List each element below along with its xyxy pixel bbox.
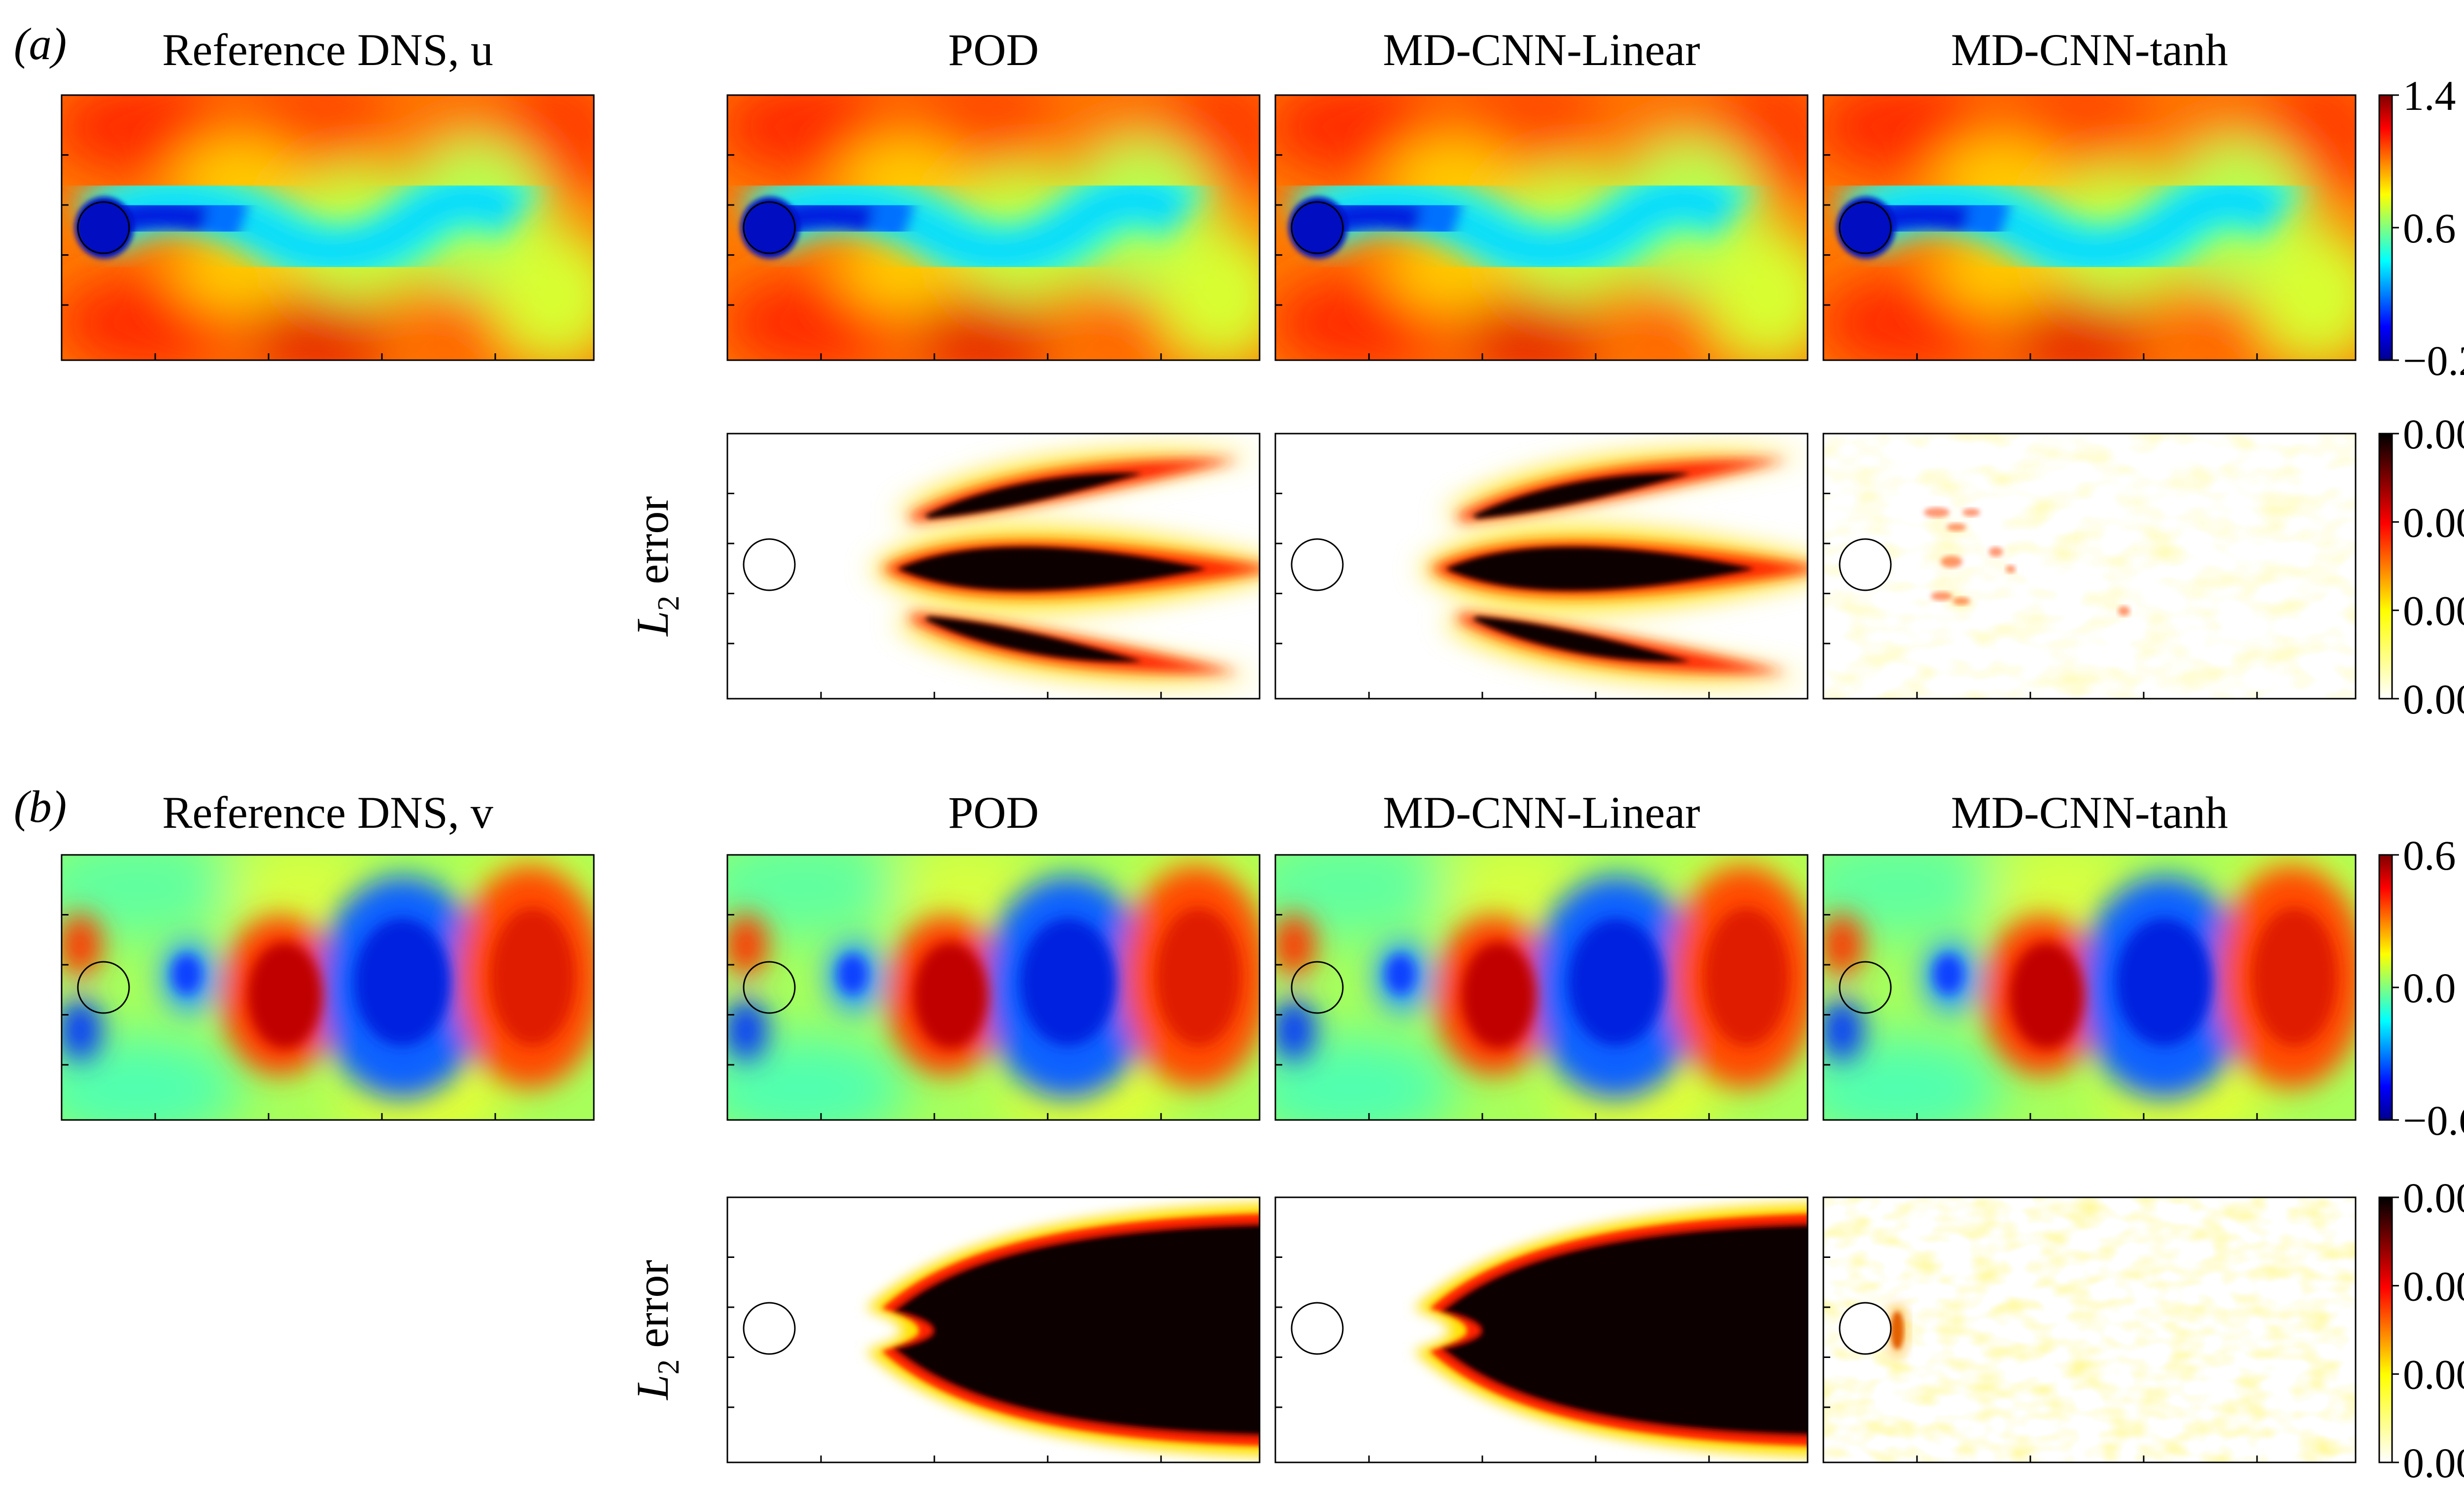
colorbar-gradient (2378, 433, 2393, 700)
error-map (726, 1196, 1261, 1463)
axes-frame (1822, 1196, 2357, 1463)
field-map (1222, 42, 1861, 413)
error-spot (1931, 592, 1952, 601)
field-title: MD-CNN-tanh (1951, 25, 2228, 75)
panel-a: (a) Reference DNS, u POD MD-CNN-Linear MD-CN… (8, 19, 2464, 723)
field-map (1770, 42, 2409, 413)
cylinder-marker (1839, 201, 1892, 254)
colorbar-tick-label: 0.003 (2403, 1174, 2464, 1221)
field-title: MD-CNN-Linear (1383, 787, 1700, 838)
colorbar-tick-label: −0.6 (2403, 1097, 2464, 1144)
field-image (1770, 802, 2409, 1173)
colorbar-tick-label: 0.003 (2403, 410, 2464, 458)
field-title: Reference DNS, v (162, 787, 493, 838)
field-map (8, 42, 647, 413)
axes-frame (61, 854, 595, 1121)
cylinder-marker (77, 961, 130, 1014)
error-colorbar: 0.003 0.002 0.001 0.000 (2378, 410, 2464, 723)
panel-b: (b) Reference DNS, v POD MD-CNN-Linear MD-CN… (8, 781, 2464, 1487)
colorbar-tick-label: 0.001 (2403, 587, 2464, 635)
field-title: POD (948, 787, 1039, 838)
error-map (1274, 1196, 1809, 1463)
field-image (8, 802, 647, 1173)
axes-frame (1274, 94, 1809, 361)
error-ylabel: L2 error (627, 496, 685, 637)
field-title: Reference DNS, u (162, 25, 493, 75)
cylinder-marker (743, 201, 796, 254)
colorbar-tick-label: 0.6 (2403, 204, 2456, 252)
field-title: MD-CNN-Linear (1383, 25, 1700, 75)
axes-frame (1274, 1196, 1809, 1463)
error-spot (1886, 1303, 1908, 1357)
field-colorbar: 0.6 0.0 −0.6 (2378, 832, 2464, 1144)
error-spot (1947, 523, 1966, 531)
error-noise (1823, 1197, 2356, 1462)
field-image (1770, 42, 2409, 413)
field-map (8, 802, 647, 1173)
axes-frame (726, 1196, 1261, 1463)
field-colorbar: 1.4 0.6 −0.2 (2378, 72, 2464, 384)
cylinder-marker (1291, 538, 1344, 591)
axes-frame (1274, 433, 1809, 700)
axes-frame (726, 433, 1261, 700)
cylinder-marker (77, 201, 130, 254)
field-map (674, 42, 1313, 413)
error-spot (2006, 565, 2016, 573)
colorbar-tick-label: 0.000 (2403, 1439, 2464, 1487)
axes-frame (726, 854, 1261, 1121)
colorbar-tick-label: 0.002 (2403, 499, 2464, 546)
cylinder-marker (1839, 961, 1892, 1014)
cylinder-marker (743, 1302, 796, 1355)
colorbar-tick-label: 0.000 (2403, 676, 2464, 723)
error-spot (1989, 547, 2003, 557)
colorbar-tick-label: 0.6 (2403, 832, 2456, 879)
error-map (1822, 433, 2357, 700)
field-map (674, 802, 1313, 1173)
cylinder-marker (743, 538, 796, 591)
field-image (8, 42, 647, 413)
field-image (1222, 42, 1861, 413)
colorbar-tick-label: 0.002 (2403, 1262, 2464, 1310)
error-ylabel: L2 error (627, 1260, 685, 1401)
error-map (726, 433, 1261, 700)
colorbar-gradient (2378, 854, 2393, 1121)
colorbar-gradient (2378, 94, 2393, 361)
field-image (1222, 802, 1861, 1173)
error-spot (1952, 597, 1970, 605)
cylinder-marker (1291, 1302, 1344, 1355)
cylinder-marker (1291, 201, 1344, 254)
error-spot (1941, 556, 1962, 568)
axes-frame (1822, 433, 2357, 700)
colorbar-tick-label: 0.0 (2403, 964, 2456, 1012)
error-map (1274, 433, 1809, 700)
colorbar-tick-label: 1.4 (2403, 72, 2456, 119)
field-image (674, 802, 1313, 1173)
error-spot (1962, 508, 1980, 516)
cylinder-marker (743, 961, 796, 1014)
axes-frame (726, 94, 1261, 361)
colorbar-tick-label: −0.2 (2403, 337, 2464, 384)
error-colorbar: 0.003 0.002 0.001 0.000 (2378, 1174, 2464, 1487)
colorbar-tick-label: 0.001 (2403, 1351, 2464, 1398)
field-title: POD (948, 25, 1039, 75)
field-map (1770, 802, 2409, 1173)
cylinder-marker (1291, 961, 1344, 1014)
error-noise (1823, 434, 2356, 699)
field-map (1222, 802, 1861, 1173)
axes-frame (1274, 854, 1809, 1121)
error-spot (1924, 508, 1950, 517)
panel-label: (a) (14, 19, 67, 69)
cylinder-marker (1839, 1302, 1892, 1355)
error-spot (2118, 606, 2130, 616)
error-map (1822, 1196, 2357, 1463)
axes-frame (61, 94, 595, 361)
field-image (674, 42, 1313, 413)
cylinder-marker (1839, 538, 1892, 591)
axes-frame (1822, 854, 2357, 1121)
field-title: MD-CNN-tanh (1951, 787, 2228, 838)
axes-frame (1822, 94, 2357, 361)
colorbar-gradient (2378, 1196, 2393, 1463)
panel-label: (b) (14, 781, 67, 832)
